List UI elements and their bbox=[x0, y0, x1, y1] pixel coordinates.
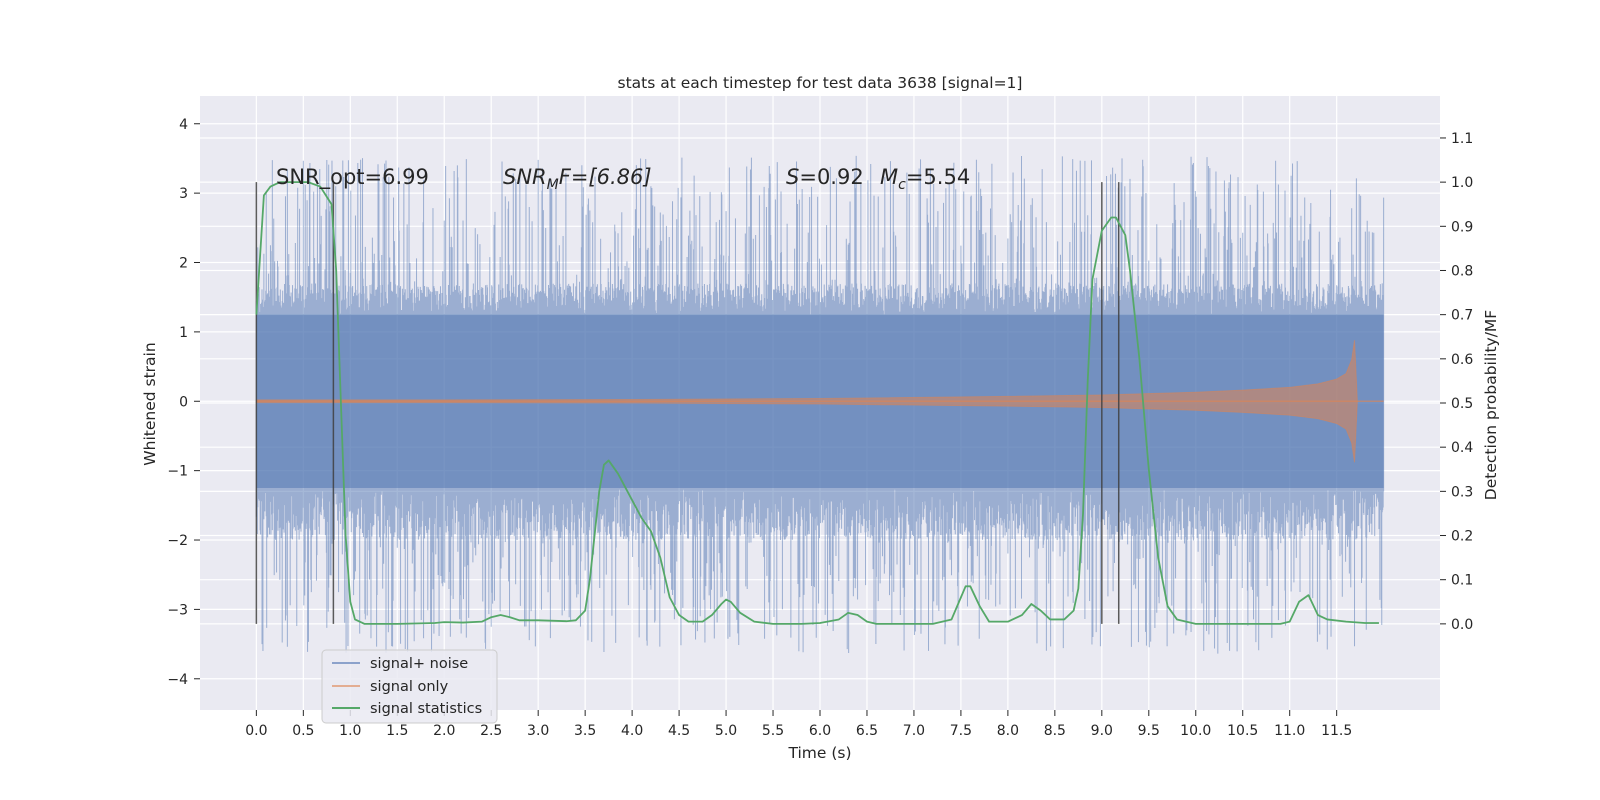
x-tick-label-12: 6.0 bbox=[809, 723, 831, 739]
x-tick-label-15: 7.5 bbox=[950, 723, 972, 739]
y2-tick-label-1: 1.0 bbox=[1451, 175, 1473, 191]
y-tick-label-0: 4 bbox=[179, 117, 188, 133]
y-tick-label-5: −1 bbox=[167, 464, 188, 480]
x-tick-label-18: 9.0 bbox=[1091, 723, 1113, 739]
mc-name: M bbox=[880, 165, 898, 189]
x-tick-label-10: 5.0 bbox=[715, 723, 737, 739]
x-tick-label-17: 8.5 bbox=[1044, 723, 1066, 739]
y2-tick-label-10: 0.1 bbox=[1451, 573, 1473, 589]
x-tick-label-3: 1.5 bbox=[386, 723, 408, 739]
x-tick-label-22: 11.0 bbox=[1274, 723, 1305, 739]
y2-axis-ticks: 1.1 1.0 0.9 0.8 0.7 0.6 0.5 0.4 0.3 0.2 0.1 0.0 bbox=[1440, 131, 1473, 633]
mc-sub: c bbox=[898, 177, 906, 193]
y2-tick-label-11: 0.0 bbox=[1451, 617, 1473, 633]
y2-tick-label-0: 1.1 bbox=[1451, 131, 1473, 147]
y2-tick-label-9: 0.2 bbox=[1451, 529, 1473, 545]
x-axis-ticks: 0.0 0.5 1.0 1.5 2.0 2.5 3.0 3.5 4.0 4.5 5.0 5.5 6.0 6… bbox=[245, 710, 1352, 739]
vertical-lines bbox=[255, 181, 1379, 625]
x-tick-label-6: 3.0 bbox=[527, 723, 549, 739]
y-tick-label-2: 2 bbox=[179, 256, 188, 272]
x-tick-label-4: 2.0 bbox=[433, 723, 455, 739]
x-tick-label-2: 1.0 bbox=[339, 723, 361, 739]
legend: signal+ noise signal only signal statist… bbox=[321, 649, 498, 724]
annotation-snr-mf: SNRMF=[6.86] bbox=[503, 165, 652, 193]
annotation-snr-opt: SNR_opt=6.99 bbox=[276, 165, 429, 190]
snr-mf-rest: F=[6.86] bbox=[559, 165, 652, 189]
x-tick-label-7: 3.5 bbox=[574, 723, 596, 739]
legend-label-signal-statistics: signal statistics bbox=[370, 701, 482, 717]
y-tick-label-3: 1 bbox=[179, 325, 188, 341]
x-tick-label-1: 0.5 bbox=[292, 723, 314, 739]
legend-label-signal-noise: signal+ noise bbox=[370, 656, 468, 672]
x-tick-label-11: 5.5 bbox=[762, 723, 784, 739]
x-tick-label-23: 11.5 bbox=[1321, 723, 1352, 739]
y2-tick-label-6: 0.5 bbox=[1451, 396, 1473, 412]
snr-mf-sub: M bbox=[547, 177, 559, 193]
mc-value: =5.54 bbox=[906, 165, 970, 189]
x-tick-label-5: 2.5 bbox=[480, 723, 502, 739]
y2-tick-label-7: 0.4 bbox=[1451, 440, 1473, 456]
y2-tick-label-3: 0.8 bbox=[1451, 263, 1473, 279]
y2-axis-label: Detection probability/MF bbox=[1482, 310, 1500, 501]
y2-tick-label-8: 0.3 bbox=[1451, 484, 1473, 500]
chart-title: stats at each timestep for test data 363… bbox=[618, 74, 1023, 92]
y-axis-label: Whitened strain bbox=[141, 342, 159, 465]
series-layer bbox=[255, 155, 1385, 654]
x-tick-label-14: 7.0 bbox=[903, 723, 925, 739]
y-axis-ticks: 4 3 2 1 0 −1 −2 −3 −4 bbox=[167, 117, 200, 688]
y2-tick-label-5: 0.6 bbox=[1451, 352, 1473, 368]
y-tick-label-4: 0 bbox=[179, 394, 188, 410]
y-tick-label-6: −2 bbox=[167, 533, 188, 549]
x-tick-label-0: 0.0 bbox=[245, 723, 267, 739]
x-tick-label-16: 8.0 bbox=[997, 723, 1019, 739]
x-tick-label-8: 4.0 bbox=[621, 723, 643, 739]
signal-statistics-line bbox=[255, 181, 1379, 625]
y-tick-label-8: −4 bbox=[167, 672, 188, 688]
legend-box bbox=[321, 649, 498, 724]
x-axis-label: Time (s) bbox=[787, 744, 851, 762]
annotation-s: S=0.92 bbox=[786, 165, 864, 189]
x-tick-label-9: 4.5 bbox=[668, 723, 690, 739]
x-tick-label-20: 10.0 bbox=[1180, 723, 1211, 739]
y-tick-label-1: 3 bbox=[179, 186, 188, 202]
y-tick-label-7: −3 bbox=[167, 602, 188, 618]
x-tick-label-19: 9.5 bbox=[1138, 723, 1160, 739]
s-name: S bbox=[786, 165, 799, 189]
annotation-mc: Mc=5.54 bbox=[880, 165, 970, 193]
snr-mf-name: SNR bbox=[503, 165, 547, 189]
s-value: =0.92 bbox=[799, 165, 863, 189]
y2-tick-label-4: 0.7 bbox=[1451, 308, 1473, 324]
legend-label-signal-only: signal only bbox=[370, 679, 449, 695]
x-tick-label-13: 6.5 bbox=[856, 723, 878, 739]
y2-tick-label-2: 0.9 bbox=[1451, 219, 1473, 235]
x-tick-label-21: 10.5 bbox=[1227, 723, 1258, 739]
